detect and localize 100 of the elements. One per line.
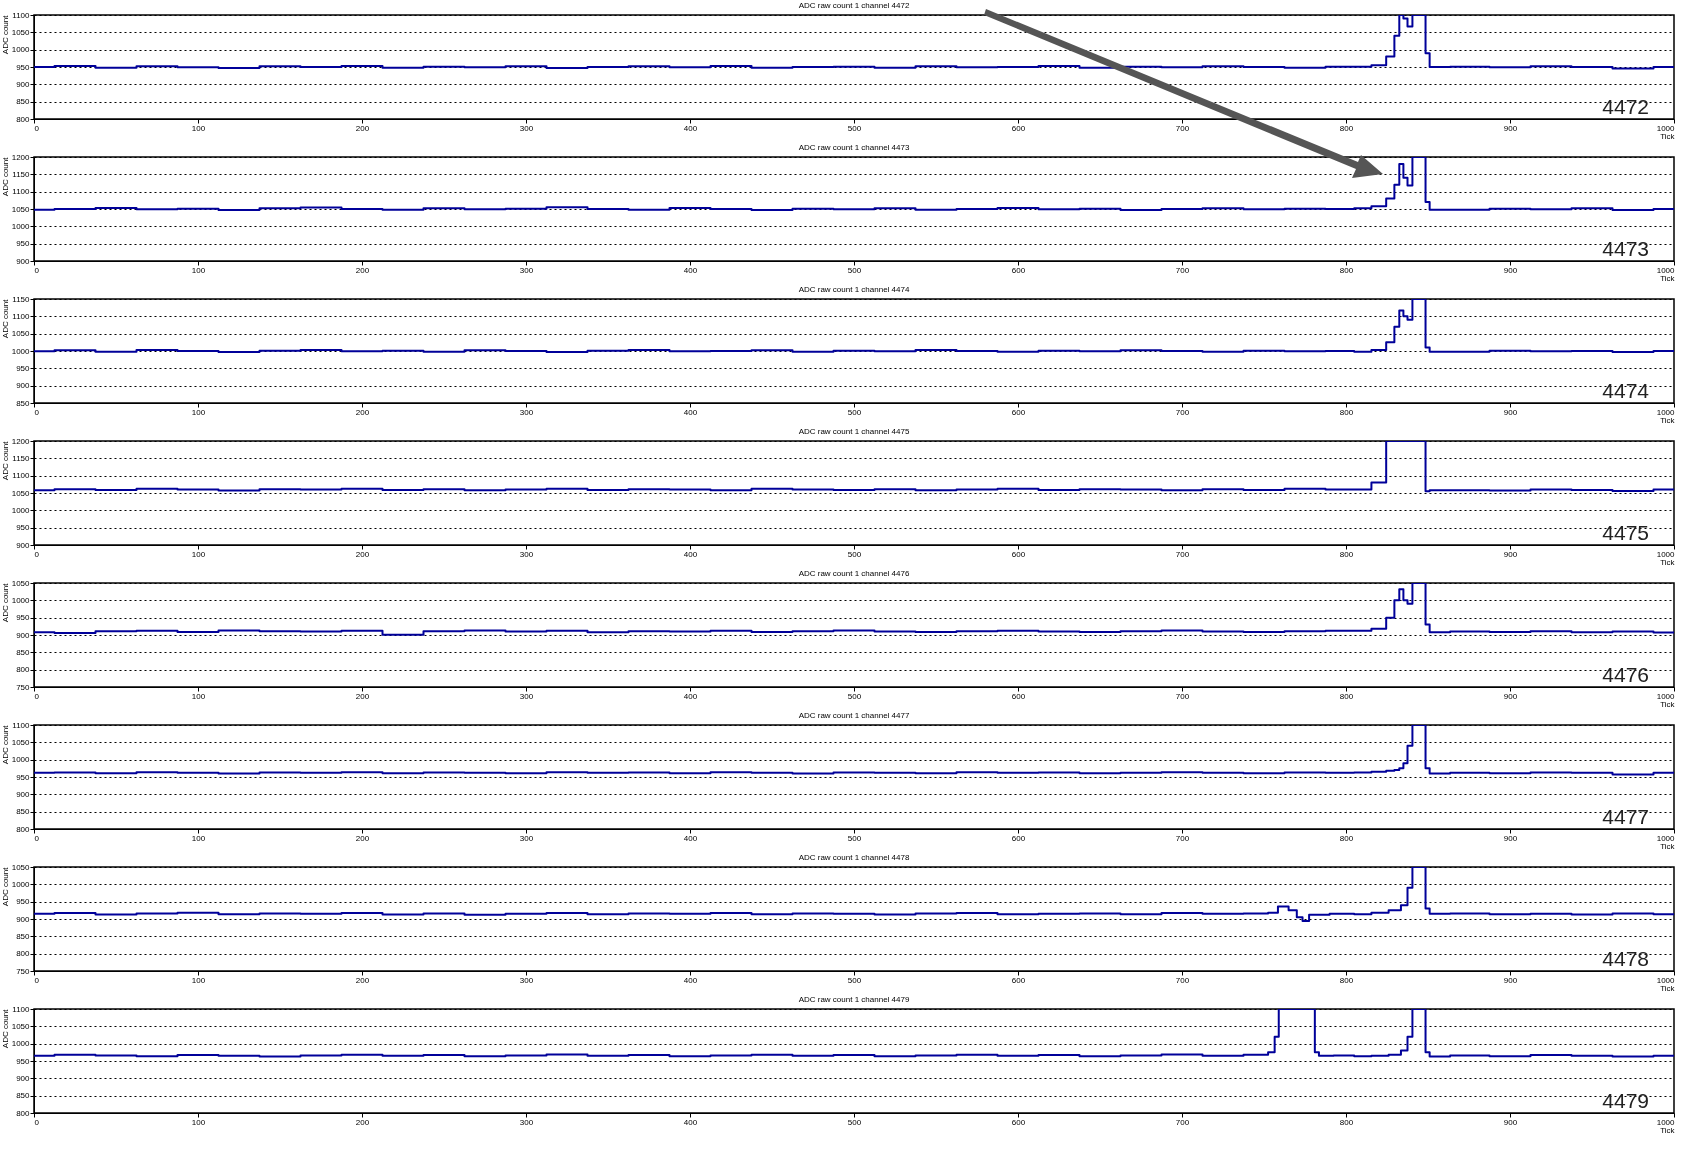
y-tick-label: 900 bbox=[16, 79, 31, 89]
x-tick-label: 400 bbox=[683, 975, 698, 985]
x-tick-label: 200 bbox=[355, 975, 370, 985]
annotation: 4479 bbox=[1602, 1089, 1649, 1112]
annotation: 4477 bbox=[1602, 805, 1649, 828]
x-tick-label: 500 bbox=[847, 265, 862, 275]
x-tick-label: 800 bbox=[1339, 549, 1354, 559]
x-axis-title: Tick bbox=[1660, 1125, 1676, 1135]
chart-title: ADC raw count 1 channel 4479 bbox=[798, 995, 910, 1004]
y-tick-label: 1000 bbox=[11, 45, 31, 55]
chart-title: ADC raw count 1 channel 4477 bbox=[798, 711, 910, 720]
y-tick-label: 800 bbox=[16, 824, 31, 834]
x-tick-label: 400 bbox=[683, 407, 698, 417]
y-tick-label: 1100 bbox=[12, 1004, 31, 1014]
x-tick-label: 400 bbox=[683, 833, 698, 843]
annotation: 4476 bbox=[1602, 663, 1649, 686]
x-tick-label: 300 bbox=[519, 833, 534, 843]
x-tick-label: 1000 bbox=[1656, 123, 1676, 133]
x-tick-label: 600 bbox=[1011, 549, 1026, 559]
x-tick-label: 800 bbox=[1339, 975, 1354, 985]
y-tick-label: 1050 bbox=[11, 488, 31, 498]
x-tick-label: 900 bbox=[1503, 549, 1518, 559]
x-axis-title: Tick bbox=[1660, 841, 1676, 851]
x-tick-label: 1000 bbox=[1656, 691, 1676, 701]
x-tick-label: 400 bbox=[683, 265, 698, 275]
x-tick-label: 800 bbox=[1339, 123, 1354, 133]
x-tick-label: 900 bbox=[1503, 833, 1518, 843]
x-tick-label: 500 bbox=[847, 691, 862, 701]
x-tick-label: 200 bbox=[355, 123, 370, 133]
x-tick-label: 100 bbox=[191, 975, 206, 985]
y-tick-label: 850 bbox=[16, 807, 31, 817]
x-tick-label: 200 bbox=[355, 1117, 370, 1127]
y-tick-label: 900 bbox=[16, 1073, 31, 1083]
y-tick-label: 1050 bbox=[11, 329, 31, 339]
x-tick-label: 500 bbox=[847, 1117, 862, 1127]
x-tick-label: 800 bbox=[1339, 691, 1354, 701]
y-tick-label: 950 bbox=[16, 239, 31, 249]
x-tick-label: 400 bbox=[683, 1117, 698, 1127]
y-axis-title: ADC count bbox=[0, 724, 10, 765]
y-tick-label: 1000 bbox=[11, 755, 31, 765]
x-tick-label: 200 bbox=[355, 691, 370, 701]
x-tick-label: 0 bbox=[34, 691, 40, 701]
x-tick-label: 500 bbox=[847, 833, 862, 843]
chart-title: ADC raw count 1 channel 4474 bbox=[798, 285, 910, 294]
x-tick-label: 200 bbox=[355, 549, 370, 559]
y-tick-label: 1100 bbox=[12, 720, 31, 730]
x-tick-label: 600 bbox=[1011, 123, 1026, 133]
chart-title: ADC raw count 1 channel 4475 bbox=[798, 427, 910, 436]
y-tick-label: 950 bbox=[16, 1056, 31, 1066]
y-axis-title: ADC count bbox=[0, 156, 10, 197]
chart-title: ADC raw count 1 channel 4472 bbox=[798, 1, 910, 10]
y-tick-label: 1050 bbox=[11, 27, 31, 37]
chart-title: ADC raw count 1 channel 4478 bbox=[798, 853, 910, 862]
y-tick-label: 800 bbox=[16, 949, 31, 959]
x-tick-label: 900 bbox=[1503, 691, 1518, 701]
x-tick-label: 500 bbox=[847, 549, 862, 559]
x-tick-label: 1000 bbox=[1656, 407, 1676, 417]
y-tick-label: 1050 bbox=[11, 1021, 31, 1031]
y-tick-label: 900 bbox=[16, 256, 31, 266]
x-tick-label: 100 bbox=[191, 407, 206, 417]
x-tick-label: 300 bbox=[519, 975, 534, 985]
x-tick-label: 300 bbox=[519, 265, 534, 275]
chart-title: ADC raw count 1 channel 4476 bbox=[798, 569, 910, 578]
x-tick-label: 400 bbox=[683, 691, 698, 701]
x-tick-label: 600 bbox=[1011, 833, 1026, 843]
x-tick-label: 700 bbox=[1175, 975, 1190, 985]
x-tick-label: 600 bbox=[1011, 265, 1026, 275]
y-tick-label: 850 bbox=[16, 398, 31, 408]
x-tick-label: 1000 bbox=[1656, 975, 1676, 985]
y-tick-label: 900 bbox=[16, 789, 31, 799]
x-tick-label: 300 bbox=[519, 407, 534, 417]
x-axis-title: Tick bbox=[1660, 415, 1676, 425]
y-tick-label: 1150 bbox=[12, 294, 31, 304]
x-tick-label: 800 bbox=[1339, 833, 1354, 843]
annotation: 4473 bbox=[1602, 237, 1649, 260]
y-tick-label: 1000 bbox=[11, 221, 31, 231]
y-tick-label: 1150 bbox=[12, 169, 31, 179]
x-tick-label: 0 bbox=[34, 123, 40, 133]
y-tick-label: 1000 bbox=[11, 505, 31, 515]
y-tick-label: 750 bbox=[16, 682, 31, 692]
y-tick-label: 1050 bbox=[11, 862, 31, 872]
y-axis-title: ADC count bbox=[0, 1008, 10, 1049]
x-tick-label: 500 bbox=[847, 123, 862, 133]
x-axis-title: Tick bbox=[1660, 557, 1676, 567]
x-axis-title: Tick bbox=[1660, 983, 1676, 993]
y-tick-label: 850 bbox=[16, 647, 31, 657]
y-tick-label: 850 bbox=[16, 931, 31, 941]
x-tick-label: 200 bbox=[355, 833, 370, 843]
y-tick-label: 1200 bbox=[11, 436, 31, 446]
x-tick-label: 600 bbox=[1011, 691, 1026, 701]
y-tick-label: 1200 bbox=[11, 152, 31, 162]
y-tick-label: 950 bbox=[16, 613, 31, 623]
y-tick-label: 900 bbox=[16, 914, 31, 924]
x-tick-label: 900 bbox=[1503, 407, 1518, 417]
x-tick-label: 0 bbox=[34, 975, 40, 985]
x-tick-label: 1000 bbox=[1656, 1117, 1676, 1127]
x-tick-label: 1000 bbox=[1656, 833, 1676, 843]
y-tick-label: 800 bbox=[16, 665, 31, 675]
x-tick-label: 1000 bbox=[1656, 549, 1676, 559]
y-tick-label: 1050 bbox=[11, 578, 31, 588]
